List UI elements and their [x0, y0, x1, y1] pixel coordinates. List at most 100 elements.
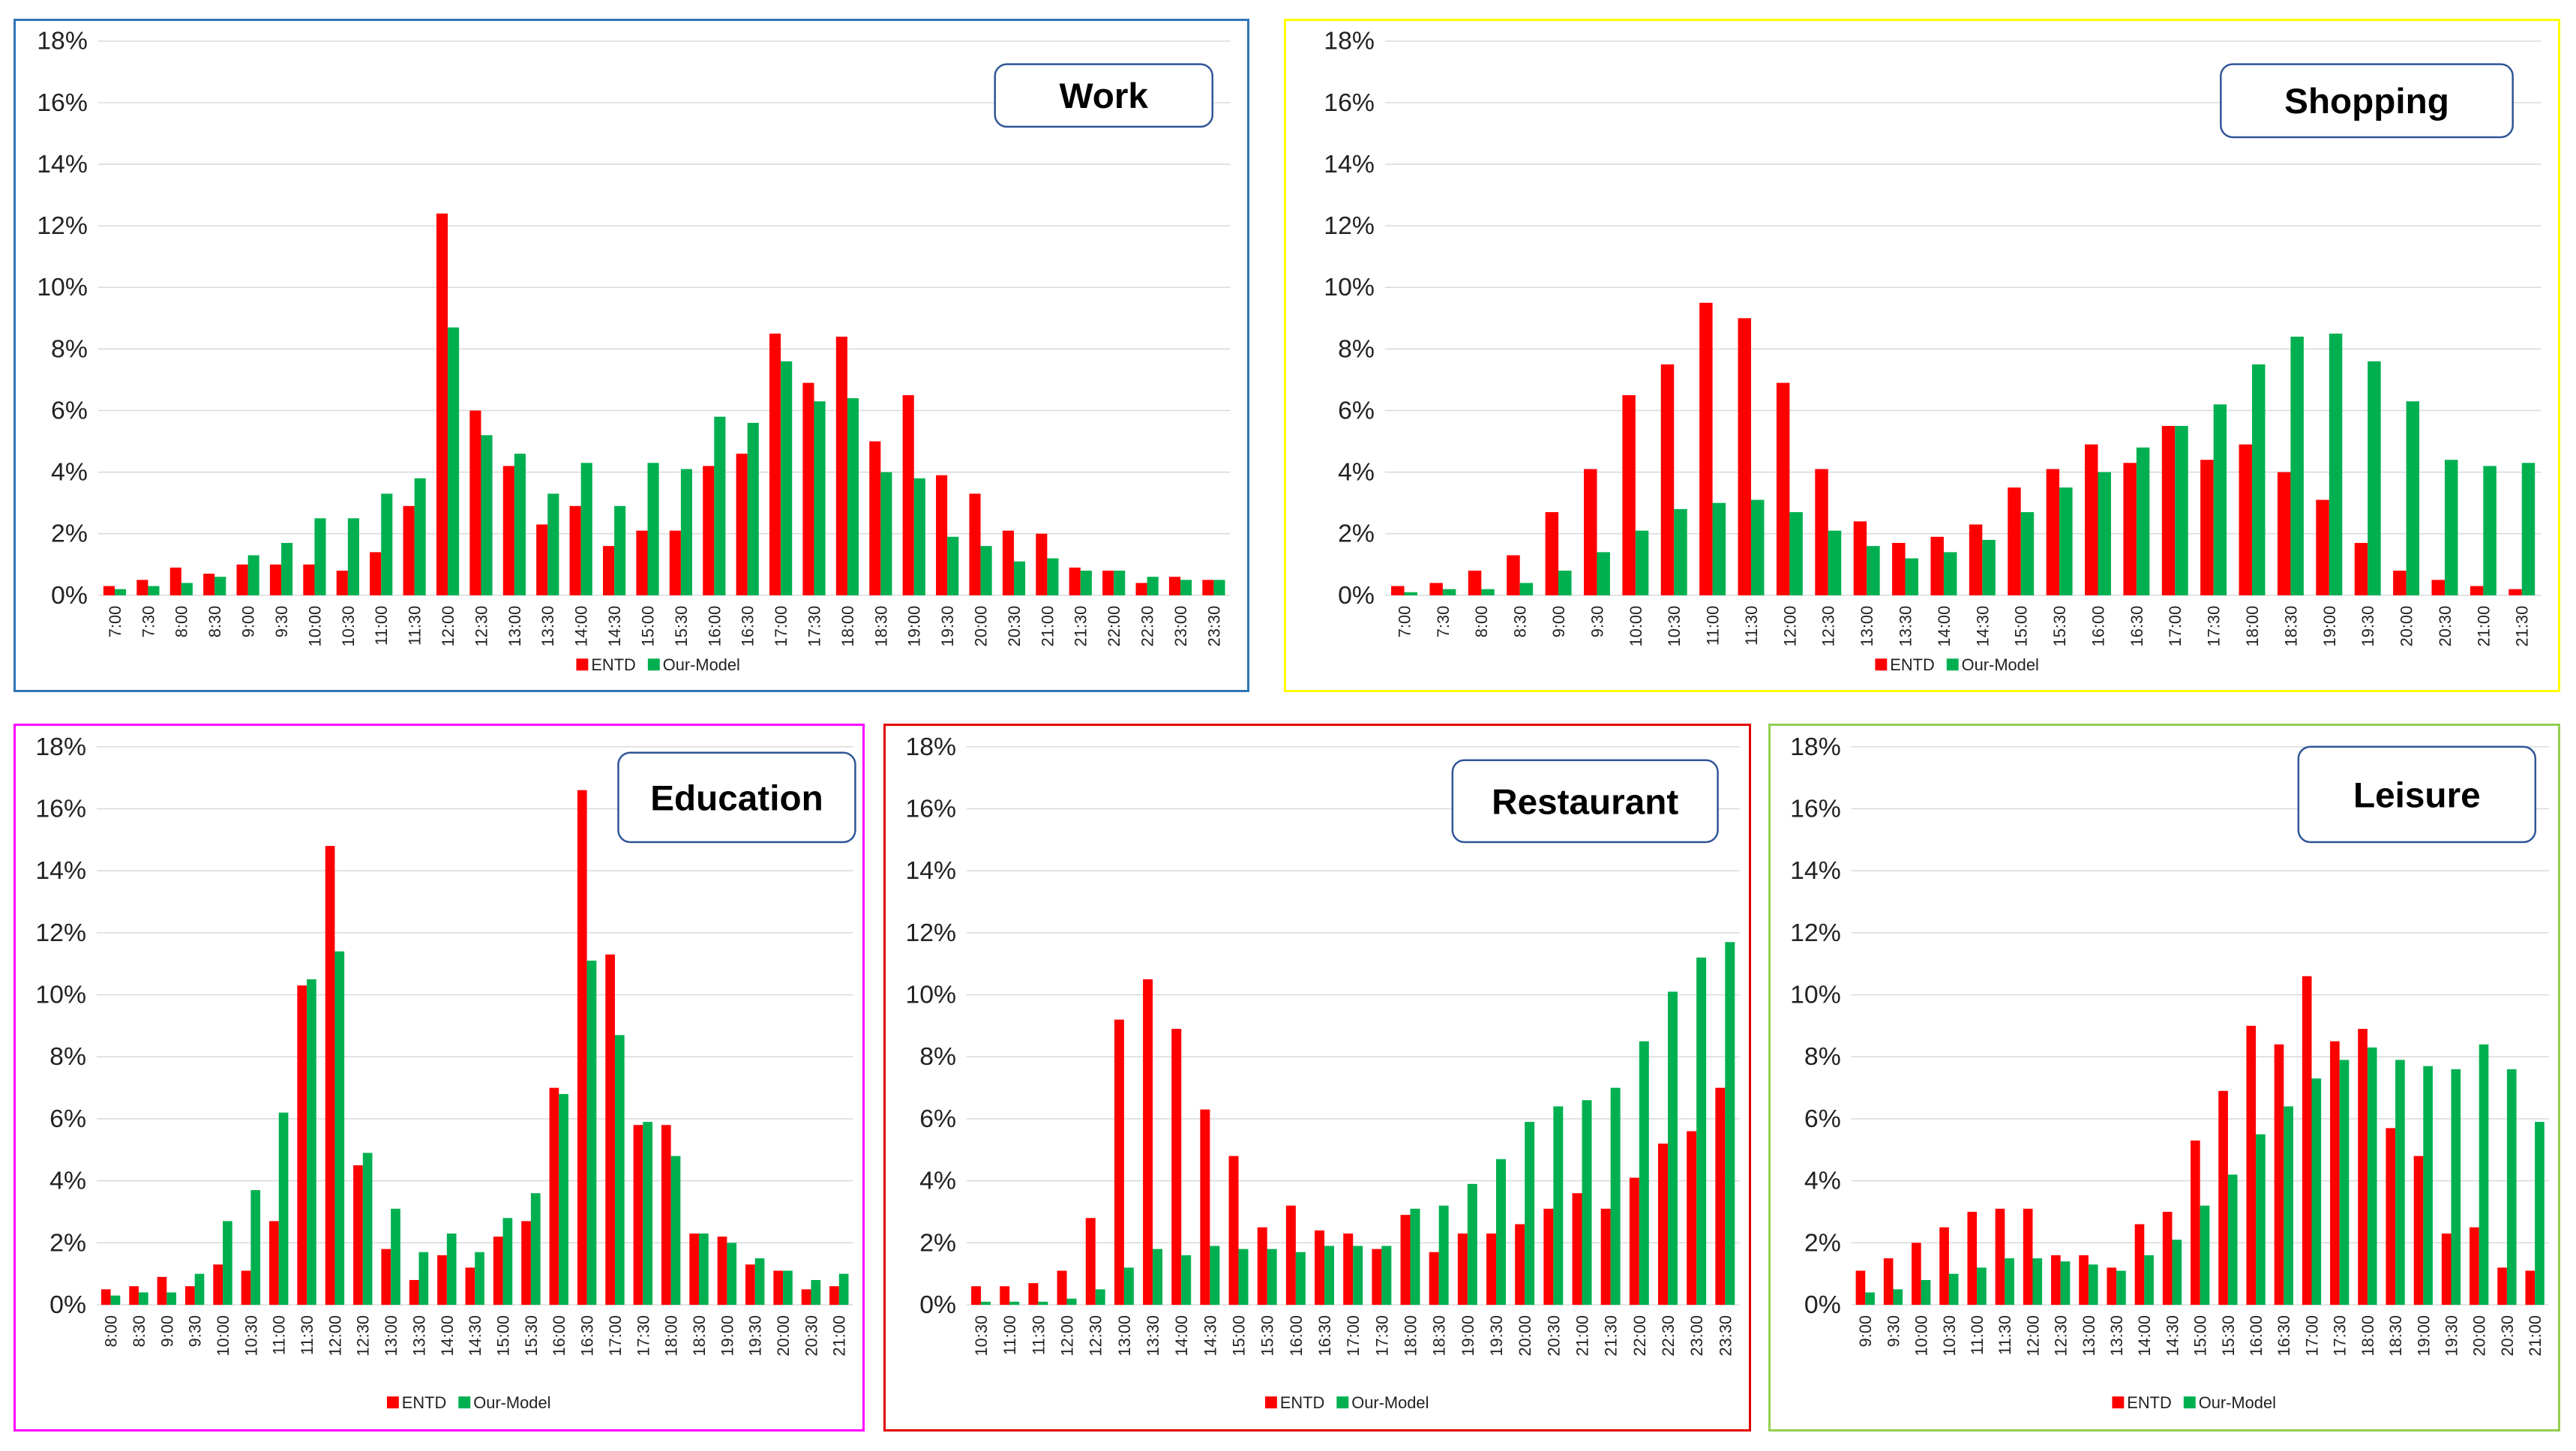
x-tick-label: 12:30	[472, 606, 490, 647]
bar-our-model	[194, 1273, 205, 1306]
x-tick-label: 11:00	[270, 1315, 289, 1355]
bar-our-model	[2339, 1060, 2350, 1306]
bar-our-model	[181, 583, 193, 595]
y-tick-label: 0%	[1338, 581, 1375, 610]
bar-our-model	[783, 1270, 793, 1306]
restaurant-chart-svg: 0% 2% 4% 6% 8% 10% 12% 14% 16% 18% 10:30 11:00 11:30…	[905, 733, 1740, 1412]
bar-our-model	[1525, 1122, 1535, 1306]
bar-entd	[1171, 1029, 1182, 1306]
bar-our-model	[502, 1218, 513, 1306]
legend-label-entd: ENTD	[1280, 1393, 1325, 1412]
x-tick-label: 11:00	[1968, 1315, 1987, 1355]
x-tick-label: 8:00	[102, 1315, 121, 1348]
x-tick-label: 15:00	[2012, 606, 2031, 647]
education-bars	[100, 790, 849, 1306]
x-tick-label: 11:30	[1996, 1315, 2014, 1355]
bar-our-model	[1147, 577, 1159, 595]
y-tick-label: 0%	[49, 1291, 86, 1319]
bar-our-model	[1867, 546, 1880, 595]
bar-our-model	[1095, 1289, 1105, 1306]
bar-our-model	[114, 589, 127, 595]
x-tick-label: 14:00	[572, 606, 591, 647]
bar-our-model	[1213, 580, 1225, 595]
bar-entd	[549, 1087, 559, 1306]
y-tick-label: 6%	[49, 1105, 86, 1133]
bar-our-model	[314, 518, 326, 595]
x-tick-label: 20:30	[1544, 1315, 1563, 1357]
legend-label-our-model: Our-Model	[2199, 1393, 2276, 1412]
bar-entd	[902, 394, 914, 595]
x-tick-label: 12:00	[1780, 606, 1799, 647]
bar-our-model	[2098, 472, 2111, 595]
x-tick-label: 7:00	[106, 606, 124, 638]
bar-entd	[773, 1270, 784, 1306]
legend-swatch-our-model	[1336, 1396, 1349, 1409]
y-tick-label: 8%	[1338, 334, 1375, 363]
bar-our-model	[1410, 1208, 1420, 1306]
bar-our-model	[2136, 447, 2150, 595]
title-box-frame	[2220, 63, 2514, 139]
x-tick-label: 17:00	[606, 1315, 625, 1357]
bar-entd	[203, 574, 215, 595]
x-tick-label: 9:00	[157, 1315, 176, 1348]
bar-our-model	[247, 555, 259, 595]
y-tick-label: 16%	[37, 88, 88, 117]
bar-our-model	[1789, 511, 1803, 595]
bar-entd	[521, 1221, 531, 1306]
bar-entd	[1429, 583, 1443, 595]
bar-our-model	[1123, 1267, 1134, 1306]
y-tick-label: 8%	[1804, 1042, 1841, 1071]
bar-entd	[1883, 1258, 1894, 1306]
y-tick-label: 18%	[905, 733, 956, 761]
bar-entd	[1000, 1286, 1010, 1306]
x-tick-label: 20:00	[1516, 1315, 1534, 1357]
legend-label-our-model: Our-Model	[473, 1393, 550, 1412]
x-tick-label: 18:30	[1430, 1315, 1449, 1357]
legend-label-entd: ENTD	[2127, 1393, 2172, 1412]
x-tick-label: 16:00	[2089, 606, 2107, 647]
x-tick-label: 13:00	[2080, 1315, 2098, 1357]
bar-our-model	[1674, 508, 1687, 595]
bar-entd	[236, 564, 248, 595]
bar-entd	[1372, 1249, 1382, 1306]
education-legend: ENTD Our-Model	[386, 1393, 550, 1412]
x-tick-label: 18:30	[690, 1315, 709, 1357]
y-tick-label: 18%	[37, 27, 88, 55]
legend-label-our-model: Our-Model	[1962, 655, 2039, 674]
x-tick-label: 11:00	[1000, 1315, 1019, 1355]
x-tick-label: 22:30	[1659, 1315, 1678, 1357]
bar-entd	[1660, 364, 1675, 595]
leisure-chart-svg: 0% 2% 4% 6% 8% 10% 12% 14% 16% 18% 9:00 9:30 10:00 10…	[1790, 733, 2549, 1412]
bar-our-model	[1114, 571, 1126, 595]
x-tick-label: 10:00	[214, 1315, 232, 1357]
bar-entd	[2413, 1156, 2424, 1306]
y-tick-label: 4%	[51, 458, 88, 487]
bar-entd	[370, 552, 382, 595]
bar-our-model	[1865, 1292, 1875, 1306]
y-tick-label: 16%	[905, 794, 956, 823]
title-box-frame	[2297, 745, 2537, 844]
x-tick-label: 20:00	[774, 1315, 793, 1357]
x-tick-label: 14:30	[466, 1315, 484, 1357]
bar-our-model	[2172, 1240, 2182, 1306]
work-gridlines	[97, 40, 1231, 596]
bar-our-model	[307, 979, 316, 1306]
bar-entd	[2509, 589, 2522, 595]
bar-entd	[1507, 555, 1520, 595]
restaurant-chart-panel: 0% 2% 4% 6% 8% 10% 12% 14% 16% 18% 10:30 11:00 11:30…	[883, 724, 1751, 1432]
x-tick-label: 16:30	[578, 1315, 597, 1357]
bar-our-model	[754, 1258, 765, 1306]
bar-our-model	[580, 463, 592, 595]
bar-entd	[336, 571, 348, 595]
bar-entd	[605, 954, 615, 1306]
bar-entd	[213, 1264, 223, 1306]
bar-our-model	[727, 1243, 737, 1306]
x-tick-label: 11:30	[1742, 606, 1761, 646]
x-tick-label: 8:30	[1511, 606, 1530, 638]
bar-our-model	[680, 469, 693, 595]
bar-our-model	[418, 1252, 429, 1306]
bar-our-model	[2483, 466, 2497, 595]
bar-our-model	[2175, 426, 2188, 595]
bar-entd	[1028, 1283, 1039, 1306]
x-tick-label: 17:00	[772, 606, 790, 647]
